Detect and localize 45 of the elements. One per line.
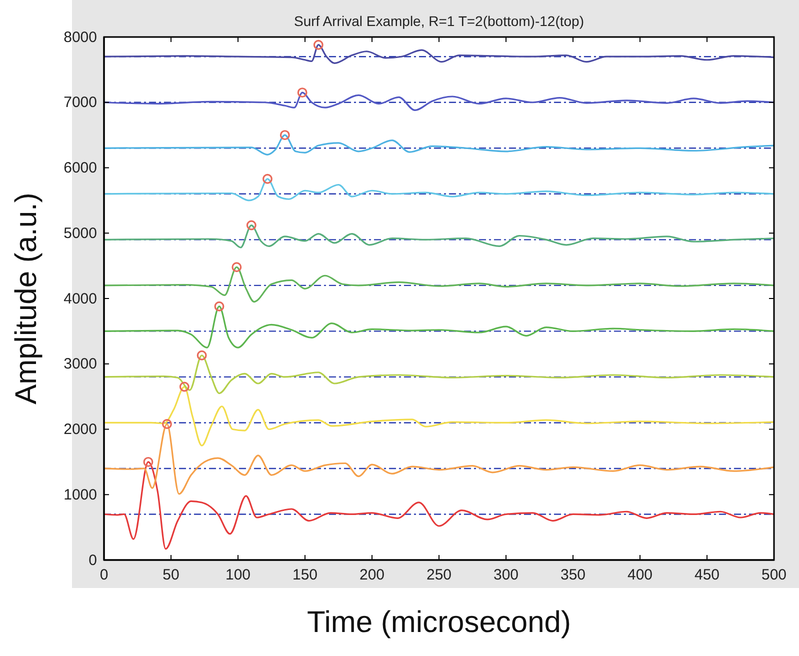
y-axis-title: Amplitude (a.u.): [10, 192, 43, 404]
point: [246, 220, 256, 230]
line-series: [103, 44, 775, 64]
y-tick-label: 2000: [64, 421, 97, 438]
line-series: [103, 386, 775, 446]
point: [262, 174, 272, 184]
x-tick-label: 100: [225, 566, 251, 584]
y-tick-label: 3000: [64, 356, 97, 373]
line-series: [103, 134, 775, 156]
point: [313, 40, 324, 50]
line-series: [103, 306, 775, 348]
y-tick-label: 4000: [64, 290, 97, 308]
line-series: [103, 224, 775, 248]
line-series: [103, 178, 775, 202]
x-tick-label: 250: [426, 566, 452, 584]
x-tick-label: 500: [761, 566, 787, 584]
y-tick-label: 8000: [64, 28, 97, 46]
x-tick-label: 50: [162, 566, 180, 584]
line-series: [103, 92, 775, 112]
y-tick-label: 1000: [64, 486, 97, 504]
x-tick-label: 0: [100, 566, 108, 584]
point: [232, 262, 242, 272]
line-series: [103, 354, 775, 394]
x-axis-title: Time (microsecond): [307, 606, 571, 639]
x-tick-label: 350: [560, 566, 586, 584]
x-tick-label: 300: [493, 566, 519, 584]
line-series: [103, 266, 775, 303]
point: [162, 419, 172, 429]
x-tick-label: 150: [292, 566, 318, 584]
y-tick-label: 5000: [64, 224, 97, 242]
point: [214, 301, 224, 312]
point: [280, 130, 290, 140]
y-tick-label: 6000: [64, 160, 97, 177]
y-tick-label: 0: [88, 552, 97, 569]
point: [179, 382, 190, 392]
x-tick-label: 200: [359, 566, 385, 584]
line-series: [103, 423, 775, 495]
point: [143, 456, 154, 467]
point: [297, 88, 308, 98]
point: [196, 350, 207, 360]
x-tick-label: 450: [694, 566, 720, 584]
line-series: [103, 461, 775, 550]
x-tick-label: 400: [627, 566, 653, 584]
y-tick-label: 7000: [64, 94, 97, 112]
chart-title: Surf Arrival Example, R=1 T=2(bottom)-12(top): [294, 13, 584, 29]
